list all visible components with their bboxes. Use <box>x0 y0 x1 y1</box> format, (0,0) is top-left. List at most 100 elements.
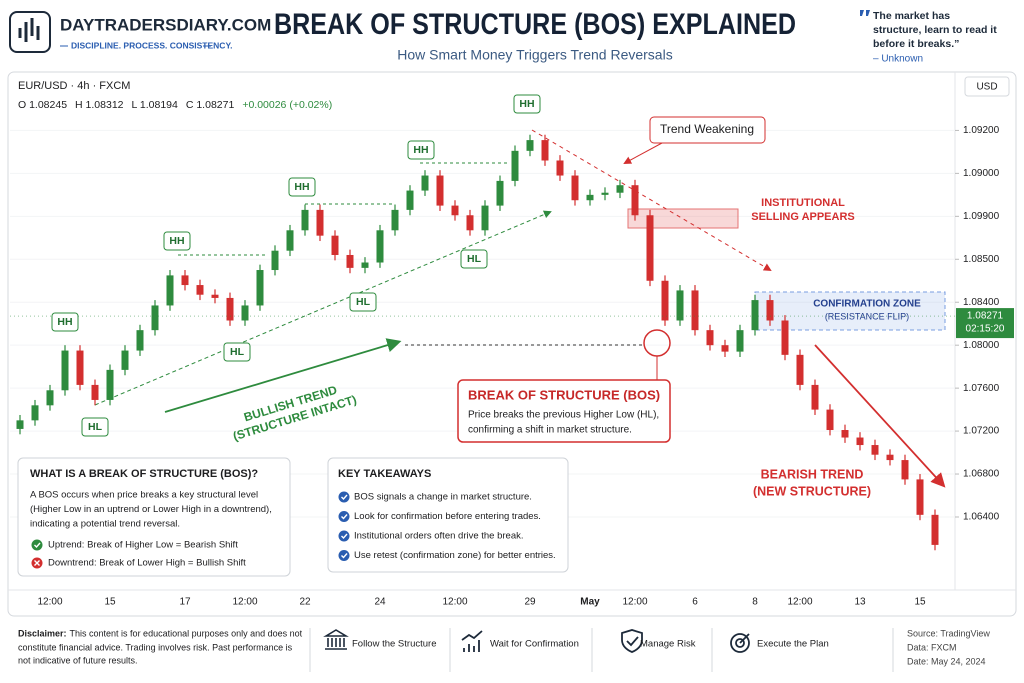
candle-body <box>736 330 744 352</box>
quote-line: structure, learn to read it <box>873 24 997 36</box>
swing-label: HL <box>88 421 103 433</box>
candle-body <box>826 409 834 431</box>
candle-body <box>601 192 609 195</box>
logo-icon <box>9 11 51 53</box>
subtitle: How Smart Money Triggers Trend Reversals <box>397 47 672 63</box>
takeaway-item: Institutional orders often drive the bre… <box>354 531 524 542</box>
x-tick-label: 22 <box>299 597 311 608</box>
info-body: A BOS occurs when price breaks a key str… <box>30 490 258 501</box>
icon-structure <box>323 629 349 650</box>
candle-body <box>241 305 249 321</box>
arrow <box>164 338 402 413</box>
ohlc-legend: L 1.08194 <box>132 99 178 111</box>
y-tick-label: 1.08500 <box>963 254 1000 265</box>
candle-body <box>646 215 654 281</box>
x-tick-label: 29 <box>524 597 536 608</box>
currency: USD <box>976 82 997 93</box>
countdown: 02:15:20 <box>966 324 1005 335</box>
candle-body <box>211 294 219 298</box>
swing-label-box <box>288 177 316 197</box>
info-body: indicating a potential trend reversal. <box>30 519 180 530</box>
candle-body <box>841 430 849 438</box>
candle-body <box>676 290 684 321</box>
bos-body: confirming a shift in market structure. <box>468 425 632 436</box>
candle-body <box>466 215 474 231</box>
candle-body <box>571 175 579 201</box>
price-tag-label: 1.08271 <box>967 311 1004 322</box>
disclaimer: constitute financial advice. Trading inv… <box>18 642 293 652</box>
y-tick-label: 1.08000 <box>963 340 1000 351</box>
icon-target <box>730 633 750 653</box>
check-icon <box>338 530 350 542</box>
x-tick-label: 15 <box>104 597 116 608</box>
takeaways-title: KEY TAKEAWAYS <box>338 468 431 480</box>
footer-step: Execute the Plan <box>757 639 829 650</box>
check-glyph <box>341 494 348 501</box>
symbol: EUR/USD · 4h · FXCM <box>18 80 130 92</box>
source: Data: FXCM <box>907 642 957 652</box>
candle-body <box>121 350 129 370</box>
x-tick-label: 24 <box>374 597 386 608</box>
candle-body <box>871 445 879 455</box>
candle-body <box>451 205 459 216</box>
candle-body <box>16 420 24 429</box>
candle-body <box>31 405 39 421</box>
title: BREAK OF STRUCTURE (BOS) EXPLAINED <box>274 8 796 41</box>
candle-body <box>196 285 204 295</box>
footer-step: Manage Risk <box>640 639 696 650</box>
candle-body <box>226 297 234 321</box>
confirmation-text: (RESISTANCE FLIP) <box>825 311 909 321</box>
icon-confirmation <box>461 630 483 652</box>
swing-label: HL <box>230 346 245 358</box>
icon-target <box>739 633 750 644</box>
candle-body <box>631 185 639 216</box>
candle-body <box>181 275 189 286</box>
candle-body <box>76 350 84 385</box>
candle-body <box>541 140 549 161</box>
quote-mark <box>860 10 870 16</box>
swing-label: HH <box>169 235 184 247</box>
institutional-text: SELLING APPEARS <box>751 211 855 223</box>
y-tick-label: 1.09900 <box>963 211 1000 222</box>
candle-body <box>361 262 369 268</box>
candle-body <box>256 270 264 306</box>
y-tick-label: 1.07600 <box>963 383 1000 394</box>
check-glyph <box>341 514 348 520</box>
callout-text: Trend Weakening <box>660 122 754 136</box>
disclaimer-label: Disclaimer: <box>18 628 67 638</box>
check-icon <box>338 550 350 561</box>
candle-body <box>886 454 894 461</box>
info-item: Uptrend: Break of Higher Low = Bearish S… <box>48 540 238 551</box>
x-tick-label: 15 <box>914 597 926 608</box>
selling-zone <box>627 208 739 229</box>
x-tick-label: 12:00 <box>442 597 467 608</box>
x-tick-label: 6 <box>692 597 698 608</box>
candle-body <box>796 354 804 385</box>
x-tick-label: 13 <box>854 597 866 608</box>
candle-body <box>556 160 564 176</box>
footer-step: Follow the Structure <box>352 639 436 650</box>
takeaway-item: Use retest (confirmation zone) for bette… <box>354 550 556 561</box>
swing-label: HH <box>294 181 309 193</box>
swing-label-box <box>51 312 79 332</box>
swing-label-box <box>223 342 251 362</box>
candle-body <box>376 230 384 263</box>
candle-body <box>691 290 699 331</box>
x-tick-label: May <box>580 597 600 608</box>
candle-body <box>781 320 789 355</box>
check-icon <box>338 511 350 522</box>
y-tick-label: 1.06400 <box>963 512 1000 523</box>
callout-arrow <box>623 142 663 164</box>
x-tick-label: 12:00 <box>787 597 812 608</box>
candle-body <box>916 479 924 515</box>
swing-label: HL <box>356 296 371 308</box>
candle-body <box>616 185 624 193</box>
status-glyph <box>34 560 40 566</box>
arrow <box>531 129 772 272</box>
candle-body <box>106 369 114 400</box>
candle-body <box>931 514 939 545</box>
bos-box <box>457 379 671 443</box>
info-item: Downtrend: Break of Lower High = Bullish… <box>48 558 246 569</box>
candle-body <box>46 390 54 406</box>
